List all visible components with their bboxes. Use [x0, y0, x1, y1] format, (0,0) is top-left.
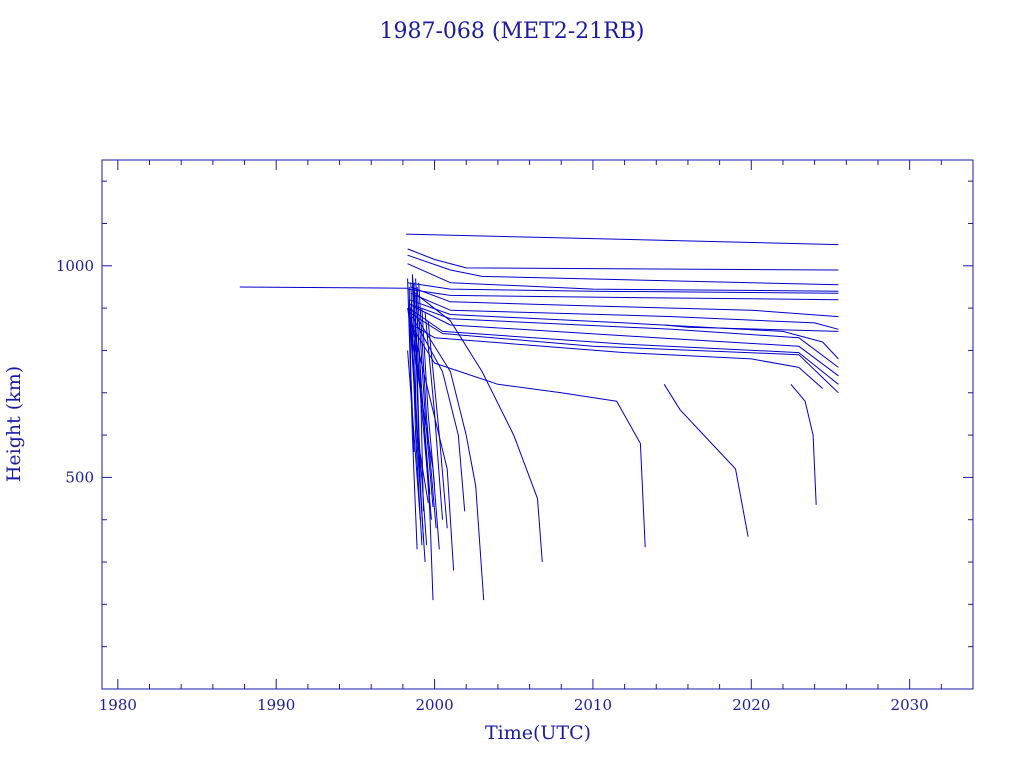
series-line-17 [410, 324, 646, 548]
x-tick-label: 2000 [415, 696, 453, 714]
tick-labels: 1980 1990 2000 2010 2020 2030 500 1000 [56, 257, 929, 714]
series-line-1 [239, 286, 408, 289]
series-line-38 [424, 312, 443, 520]
axis-ticks [102, 160, 973, 689]
series-line-41 [413, 282, 421, 478]
series-line-26 [407, 278, 418, 550]
series-line-37 [421, 308, 436, 486]
series-line-40 [408, 286, 415, 453]
series-line-32 [416, 286, 434, 508]
series-line-7 [407, 288, 839, 301]
x-tick-label: 1980 [99, 696, 137, 714]
series-line-8 [410, 286, 839, 318]
chart-title: 1987-068 (MET2-21RB) [380, 19, 645, 44]
series-line-2 [406, 233, 839, 246]
series-line-6 [407, 282, 839, 294]
plot-frame [101, 159, 974, 690]
series-line-33 [418, 282, 437, 529]
x-tick-label: 2030 [891, 696, 929, 714]
series-line-16 [664, 324, 839, 332]
series-line-21 [410, 307, 485, 601]
x-tick-label: 1990 [257, 696, 295, 714]
series-line-35 [410, 320, 424, 541]
series-line-20 [412, 290, 543, 563]
y-tick-label: 500 [65, 468, 94, 486]
series-line-18 [663, 384, 749, 537]
series-line-34 [407, 350, 421, 520]
series-line-15 [412, 324, 823, 389]
x-tick-label: 2010 [574, 696, 612, 714]
y-tick-label: 1000 [56, 257, 94, 275]
x-axis-label: Time(UTC) [485, 722, 591, 744]
series-line-4 [407, 254, 839, 286]
series-line-23 [408, 312, 455, 571]
series-line-11 [409, 303, 839, 368]
series-line-3 [407, 248, 839, 271]
series-line-13 [408, 307, 839, 385]
series-line-5 [407, 263, 839, 292]
x-tick-label: 2020 [732, 696, 770, 714]
series-line-30 [408, 308, 429, 503]
series-line-12 [412, 305, 839, 377]
series-line-42 [415, 278, 424, 512]
series-line-22 [411, 316, 466, 512]
y-axis-label: Height (km) [3, 366, 25, 482]
series-line-9 [410, 292, 839, 330]
series-line-39 [427, 320, 448, 529]
data-series [239, 233, 839, 601]
series-line-14 [408, 311, 839, 394]
series-line-19 [790, 383, 817, 505]
